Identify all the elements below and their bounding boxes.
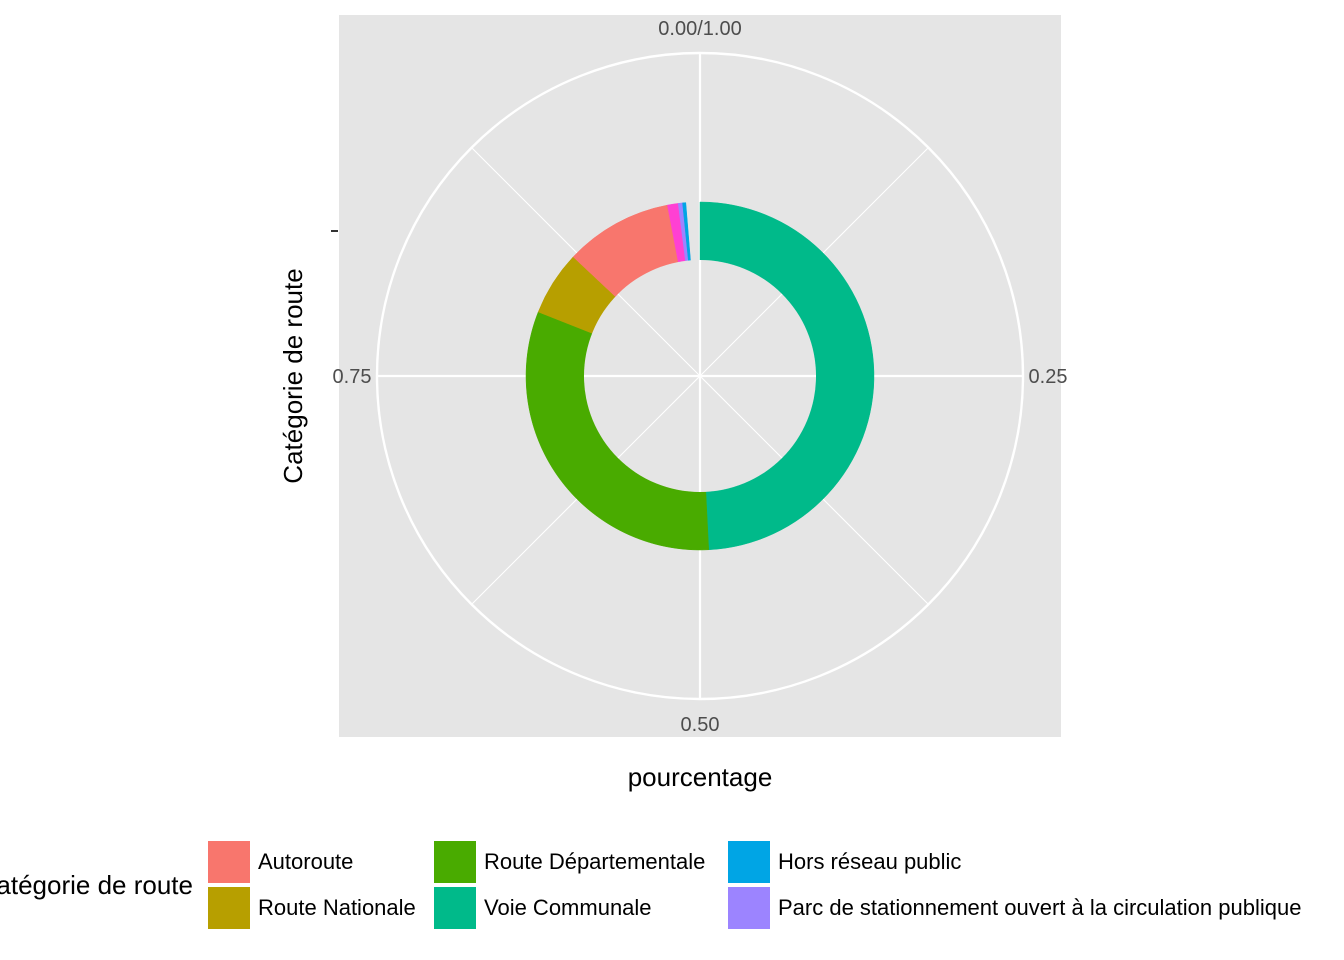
x-axis-title: pourcentage [628,762,773,792]
angle-tick-label: 0.25 [1029,366,1068,388]
angle-tick-label: 0.50 [681,714,720,736]
legend-label: Route Départementale [484,849,705,874]
hole-spoke [699,375,783,459]
donut-slices [525,201,875,551]
angle-tick-label: 0.00/1.00 [658,18,741,40]
legend: Autoroute Route Nationale Route Départemen… [208,841,1301,929]
legend-label: Autoroute [258,849,353,874]
hole-spoke [699,293,783,377]
legend-swatch [434,841,476,883]
y-axis-title: Catégorie de route [278,268,308,483]
hole-spoke [617,375,701,459]
legend-title: Catégorie de route [0,870,193,900]
legend-label: Voie Communale [484,895,652,920]
angle-tick-labels: 0.00/1.00 0.25 0.50 0.75 [333,18,1068,736]
legend-swatch [434,887,476,929]
angle-tick-label: 0.75 [333,366,372,388]
legend-label: Hors réseau public [778,849,961,874]
legend-label: Route Nationale [258,895,416,920]
hole-spoke [617,293,701,377]
legend-swatch [208,841,250,883]
legend-swatch [208,887,250,929]
legend-swatch [728,887,770,929]
legend-swatch [728,841,770,883]
legend-label: Parc de stationnement ouvert à la circul… [778,895,1301,920]
